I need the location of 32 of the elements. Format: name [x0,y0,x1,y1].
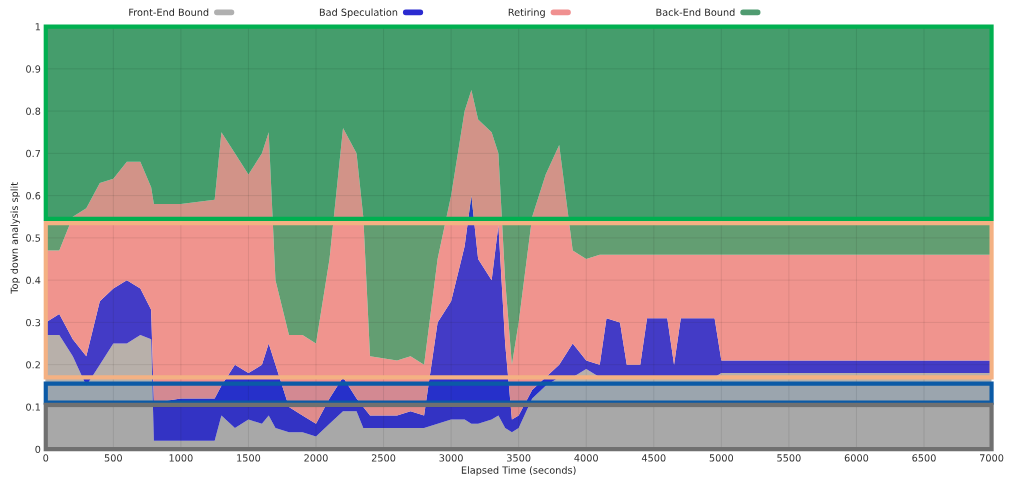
y-tick-label: 1 [35,23,41,31]
x-tick-label: 6500 [912,454,936,462]
legend-label: Retiring [508,8,545,18]
y-tick-label: 0.9 [26,65,41,73]
y-tick-label: 0.6 [26,192,41,200]
x-tick-label: 2000 [304,454,328,462]
legend-label: Back-End Bound [656,8,735,16]
y-tick-label: 0.2 [26,361,40,369]
y-tick-label: 0.5 [26,234,41,242]
x-tick-label: 4000 [574,454,598,462]
x-tick-label: 5500 [777,454,801,462]
x-tick-label: 3500 [507,454,531,462]
y-tick-label: 0.4 [26,276,41,284]
x-tick-label: 0 [43,454,49,462]
y-tick-label: 0.3 [26,318,41,327]
y-tick-label: 0.1 [26,403,41,411]
x-tick-label: 7000 [980,454,1004,462]
x-tick-label: 1500 [237,454,261,462]
x-tick-label: 500 [104,454,122,462]
x-tick-label: 5000 [709,454,734,462]
y-axis-title: Top down analysis split [10,182,20,294]
x-tick-label: 6000 [844,454,869,462]
legend-label: Front-End Bound [129,8,209,16]
y-tick-label: 0.8 [26,107,41,115]
legend-label: Bad Speculation [319,8,398,18]
x-tick-label: 3000 [439,454,463,462]
y-tick-label: 0 [35,445,41,454]
y-tick-label: 0.7 [26,149,41,158]
x-tick-label: 4500 [641,454,666,462]
x-tick-label: 2500 [371,454,396,462]
x-tick-label: 1000 [169,454,193,462]
x-axis-title: Elapsed Time (seconds) [461,466,576,476]
